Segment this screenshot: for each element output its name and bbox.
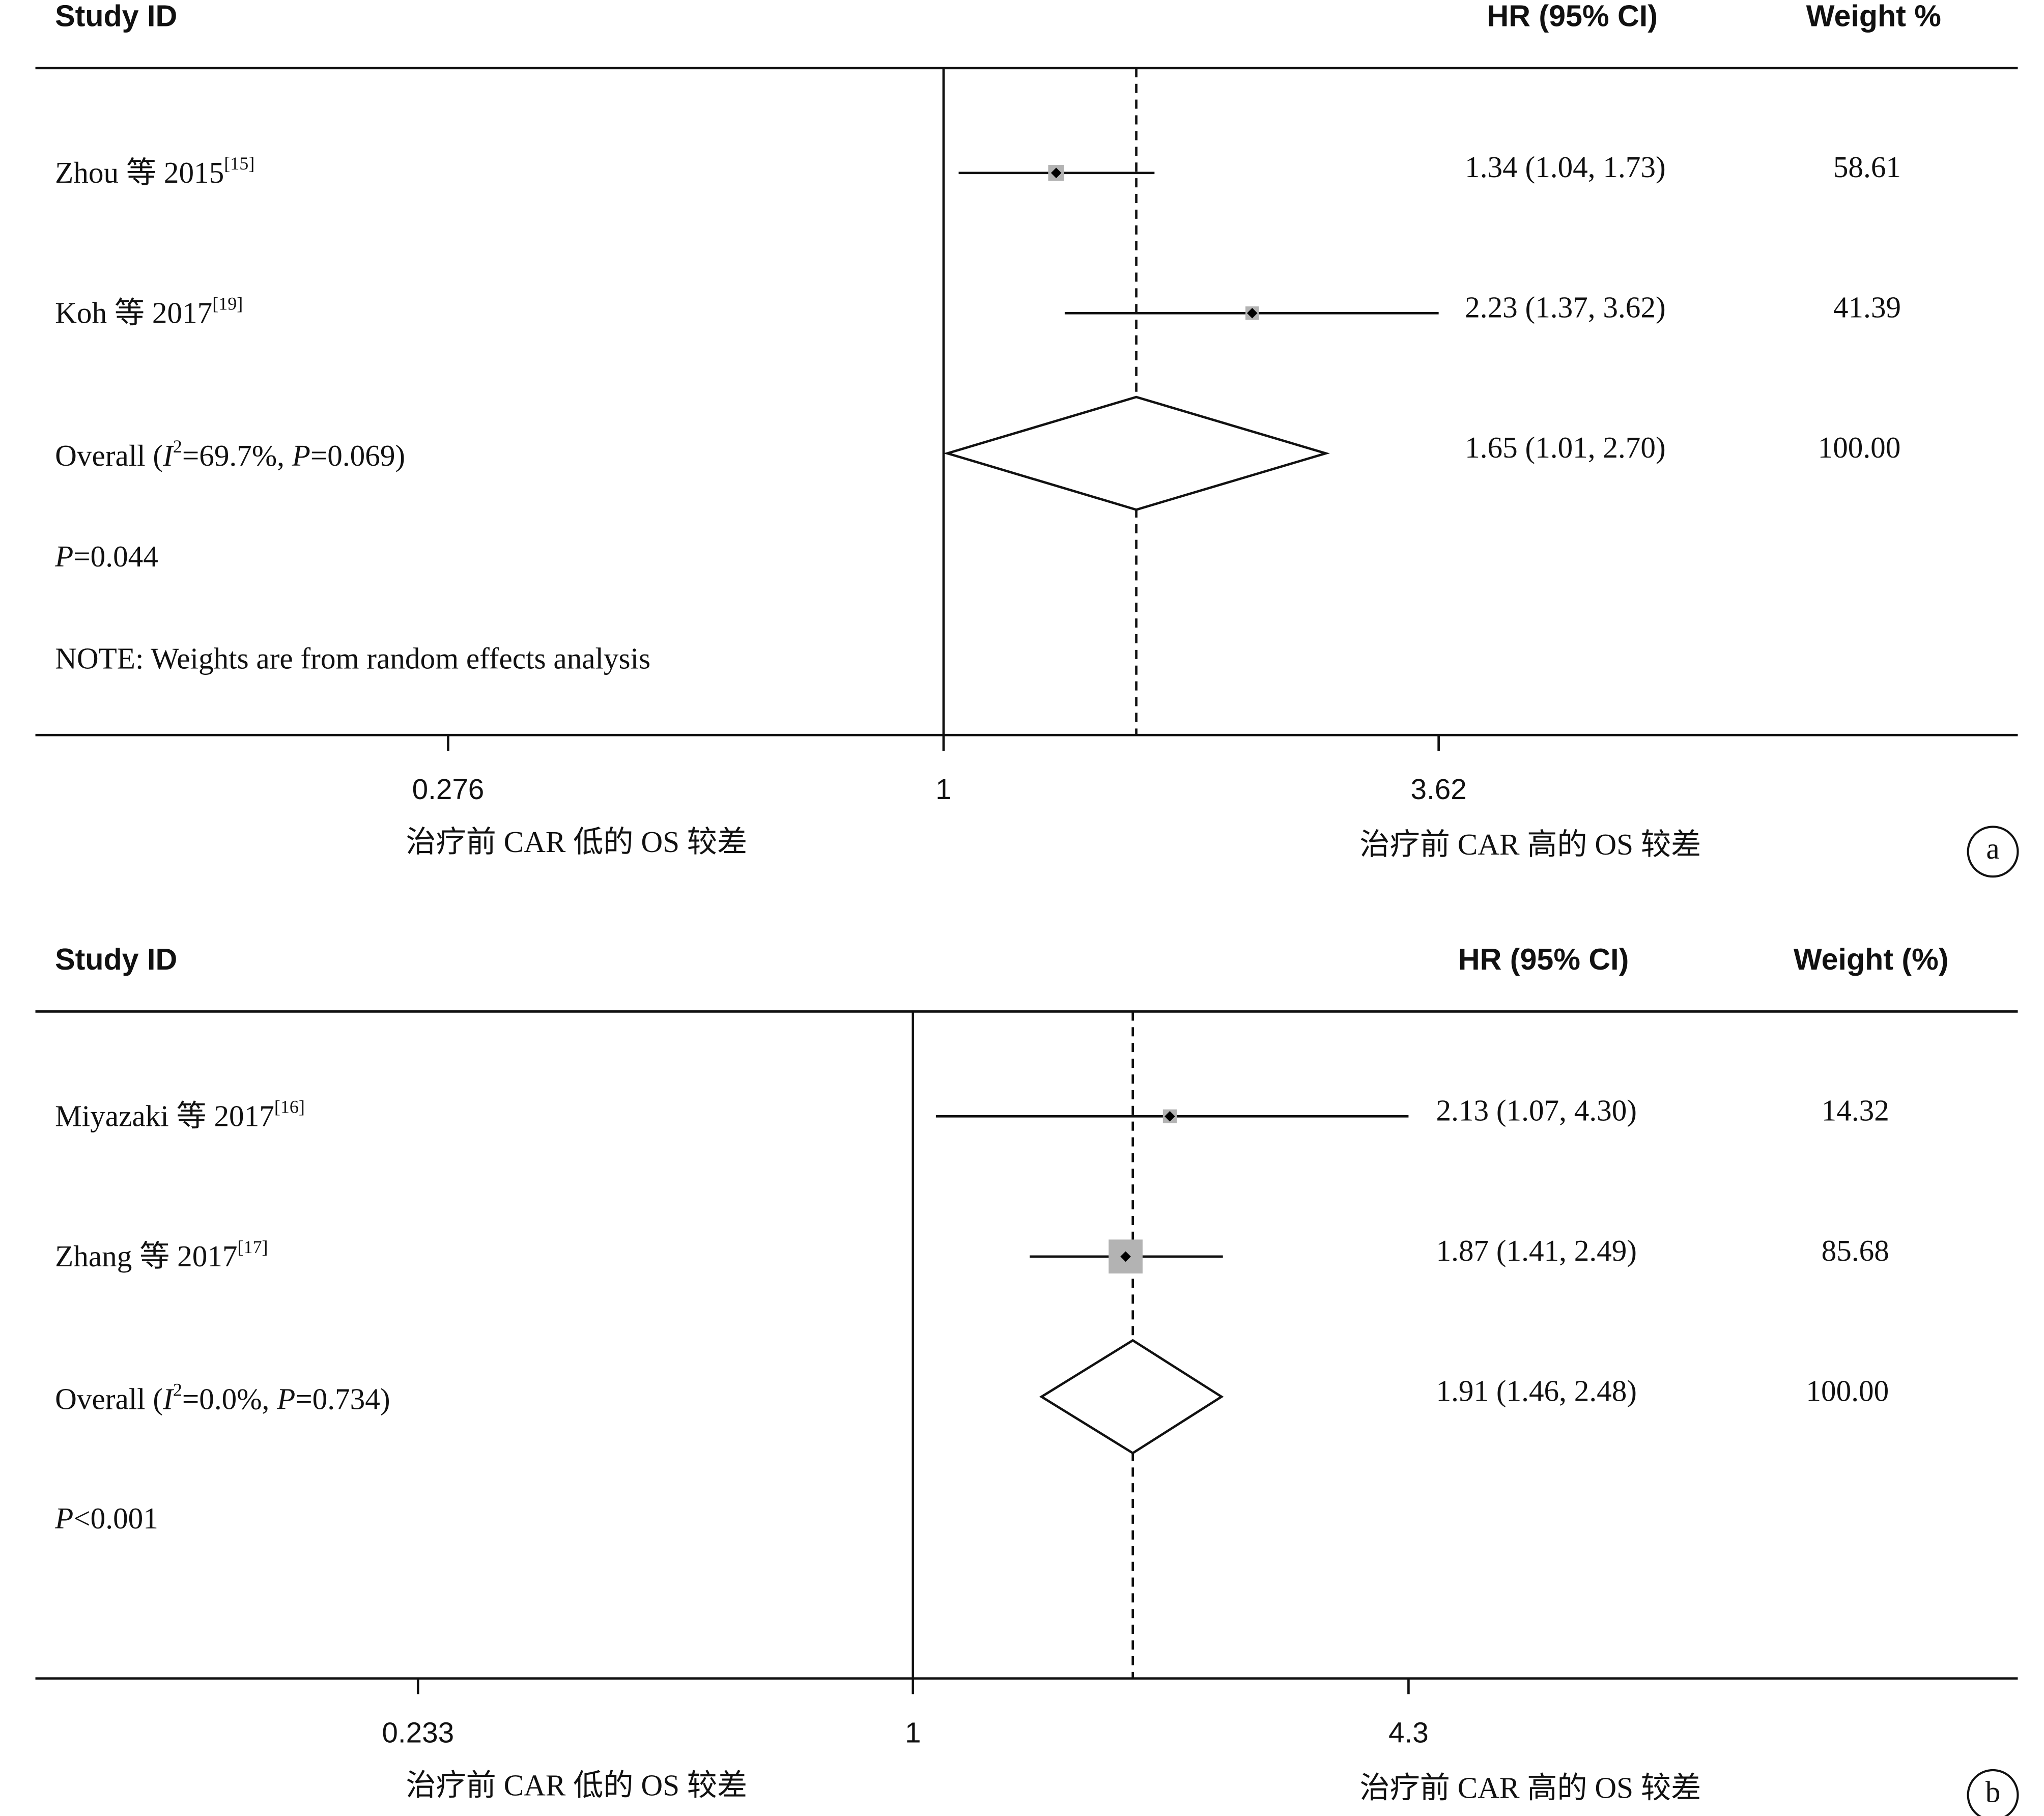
overall-diamond [1039,1339,1224,1455]
weight-label: 14.32 [1822,1094,1889,1127]
column-header: Study ID [55,0,177,33]
study-name: Zhou 等 2015 [55,156,224,189]
ci-label: 1.91 (1.46, 2.48) [1436,1374,1637,1408]
p-value: P<0.001 [54,1501,158,1535]
column-header: Study ID [55,942,177,976]
column-header: HR (95% CI) [1487,0,1657,33]
ci-label: 1.87 (1.41, 2.49) [1436,1234,1637,1267]
point-estimate [1051,167,1062,179]
overall-label-part: =0.734) [295,1382,390,1415]
study-ref: [17] [238,1237,268,1257]
column-header: Weight (%) [1794,942,1949,976]
point-estimate [1120,1251,1131,1262]
overall-label-part: =0.069) [310,439,405,472]
x-axis-caption: 治疗前 CAR 高的 OS 较差 [1359,1771,1701,1805]
point-estimate [1247,307,1258,319]
x-axis-caption: 治疗前 CAR 高的 OS 较差 [1359,828,1701,861]
column-header: Weight % [1806,0,1941,33]
p-value-part: P [54,540,73,573]
weight-label: 58.61 [1833,150,1901,184]
x-tick-label: 0.233 [382,1717,454,1749]
x-axis-caption: 治疗前 CAR 低的 OS 较差 [406,1769,747,1802]
x-tick-label: 1 [935,774,952,806]
x-tick-label: 1 [905,1717,921,1749]
study-label: Zhang 等 2017[17] [55,1237,268,1272]
overall-label-part: 2 [173,436,182,457]
point-estimate [1165,1111,1175,1122]
ci-label: 1.65 (1.01, 2.70) [1465,431,1666,464]
study-ref: [15] [224,153,254,174]
overall-diamond [943,395,1330,511]
panel-label: a [1986,832,1999,865]
ci-label: 1.34 (1.04, 1.73) [1465,150,1666,184]
p-value-part: <0.001 [73,1501,158,1535]
panel-label: b [1985,1775,2001,1808]
p-value-part: P [54,1501,73,1535]
overall-label-part: P [292,439,310,472]
p-value: P=0.044 [54,540,158,573]
ci-label: 2.13 (1.07, 4.30) [1436,1094,1637,1127]
study-label: Zhou 等 2015[15] [55,153,254,189]
overall-label-part: =0.0%, [182,1382,277,1415]
overall-label-part: I [162,1382,175,1415]
p-value-part: =0.044 [73,540,158,573]
study-ref: [16] [274,1097,305,1117]
overall-label: Overall (I2=0.0%, P=0.734) [55,1380,390,1415]
weight-label: 85.68 [1822,1234,1889,1267]
study-name: Koh 等 2017 [55,296,212,329]
weight-label: 100.00 [1818,431,1901,464]
panel-badge [1967,1769,2019,1816]
x-tick-label: 4.3 [1388,1717,1429,1749]
x-tick-label: 3.62 [1411,774,1467,806]
study-name: Miyazaki 等 2017 [55,1099,274,1132]
overall-label-part: Overall ( [55,439,163,472]
weight-label: 100.00 [1806,1374,1889,1408]
study-label: Miyazaki 等 2017[16] [55,1097,305,1132]
overall-label-part: I [162,439,175,472]
x-axis-caption: 治疗前 CAR 低的 OS 较差 [406,825,747,859]
column-header: HR (95% CI) [1458,942,1629,976]
weight-label: 41.39 [1833,291,1901,324]
panel-badge [1967,826,2019,878]
overall-label-part: P [276,1382,295,1415]
overall-label-part: Overall ( [55,1382,163,1415]
x-tick-label: 0.276 [412,774,485,806]
overall-label: Overall (I2=69.7%, P=0.069) [55,436,405,472]
ci-label: 2.23 (1.37, 3.62) [1465,291,1666,324]
study-label: Koh 等 2017[19] [55,294,243,329]
overall-label-part: 2 [173,1380,182,1400]
study-ref: [19] [212,294,243,314]
overall-label-part: =69.7%, [182,439,292,472]
note: NOTE: Weights are from random effects an… [55,642,650,675]
study-name: Zhang 等 2017 [55,1239,237,1272]
